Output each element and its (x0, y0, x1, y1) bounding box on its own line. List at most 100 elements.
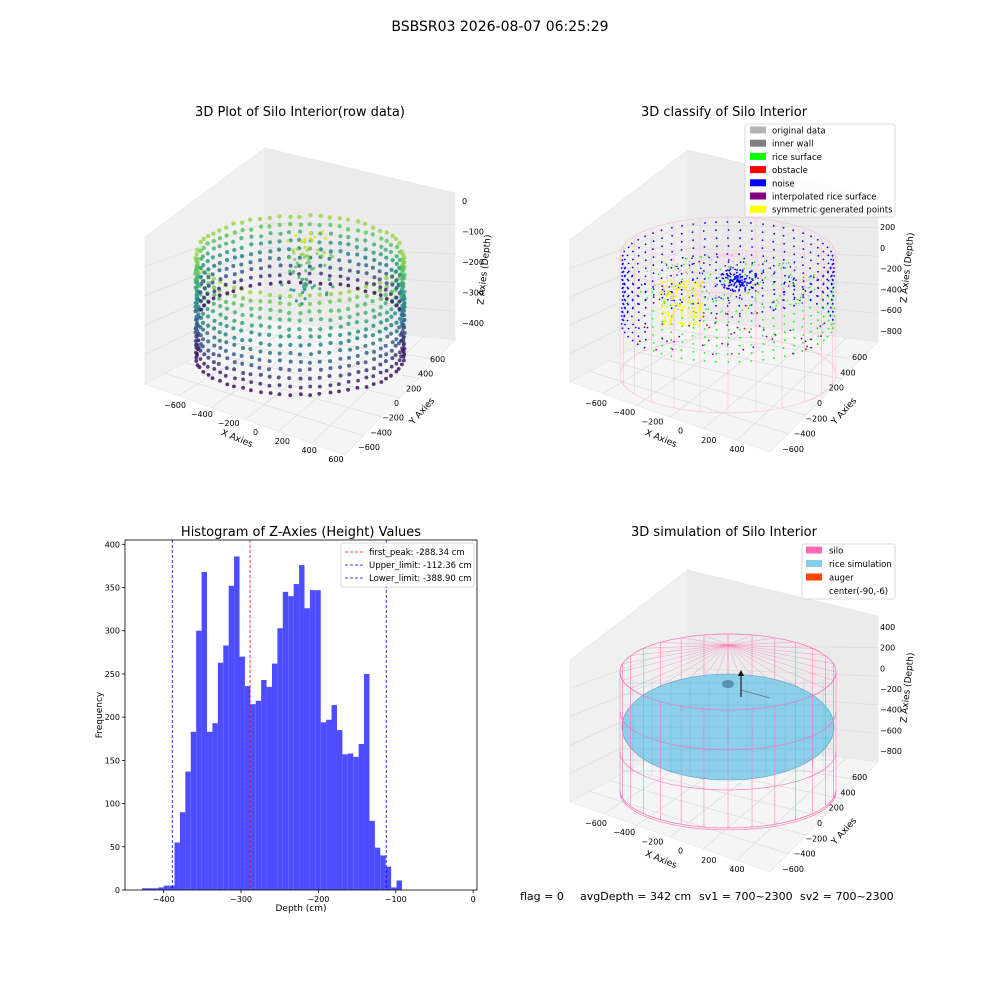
scatter-point (258, 241, 264, 246)
class-point (760, 270, 763, 273)
scatter-point (225, 250, 230, 255)
x-tick-label: −400 (153, 895, 175, 904)
class-point (808, 286, 811, 289)
scatter-point (297, 214, 302, 220)
class-point (784, 331, 786, 334)
class-point (624, 266, 627, 269)
histogram-bar (358, 743, 365, 890)
scatter-point (371, 366, 376, 371)
class-point (833, 307, 836, 309)
class-point (661, 323, 664, 326)
scatter-point (297, 255, 302, 260)
y-tick-label: 600 (852, 773, 867, 782)
scatter-point (224, 233, 229, 238)
class-point (761, 311, 764, 313)
class-point (670, 293, 673, 296)
class-point (757, 291, 759, 294)
scatter-point (377, 277, 382, 282)
class-point (746, 305, 748, 307)
z-tick-label: 200 (880, 644, 895, 653)
class-point (652, 256, 655, 258)
scatter-point (345, 217, 351, 222)
scatter-point (277, 317, 282, 322)
auger-marker (722, 680, 734, 688)
histogram-bar (271, 663, 278, 890)
scatter-point (318, 263, 323, 268)
scatter-point (308, 317, 314, 322)
class-point (758, 325, 761, 327)
class-point (765, 335, 768, 338)
scatter-point (402, 352, 407, 356)
scatter-point (268, 281, 273, 286)
scatter-point (355, 361, 360, 366)
scatter-point (396, 282, 401, 287)
class-point (755, 299, 757, 302)
class-point (714, 360, 717, 363)
class-point (698, 284, 701, 287)
scatter-point (223, 374, 228, 378)
scatter-point (317, 334, 322, 339)
class-point (638, 246, 640, 249)
class-point (820, 335, 822, 337)
scatter-point (370, 225, 376, 230)
panel-raw-z-ticks: 0−100−200−300−400 (462, 197, 484, 328)
class-point (676, 265, 678, 268)
class-point (645, 274, 647, 277)
class-point (772, 309, 775, 311)
scatter-point (232, 247, 237, 253)
class-point (783, 315, 786, 318)
scatter-point (247, 217, 253, 222)
class-point (704, 222, 706, 224)
histogram-bar (320, 722, 327, 890)
class-point (773, 341, 775, 344)
class-point (793, 288, 796, 291)
scatter-point (328, 282, 333, 286)
class-point (751, 262, 754, 264)
class-point (703, 344, 706, 346)
legend-label: center(-90,-6) (829, 587, 888, 597)
scatter-point (217, 244, 222, 249)
scatter-point (355, 329, 361, 334)
scatter-point (218, 321, 223, 326)
class-point (715, 253, 718, 256)
scatter-point (295, 261, 299, 265)
class-point (772, 224, 775, 227)
class-point (722, 298, 724, 301)
class-point (623, 298, 626, 301)
scatter-point (399, 354, 403, 359)
class-point (622, 262, 624, 265)
scatter-point (318, 281, 323, 286)
class-point (735, 310, 737, 313)
scatter-point (201, 311, 206, 316)
scatter-point (210, 309, 216, 314)
scatter-point (362, 221, 368, 227)
histogram-bar (234, 556, 240, 890)
class-point (738, 352, 740, 355)
x-tick-label: −400 (613, 408, 635, 417)
class-point (800, 293, 803, 296)
scatter-point (325, 291, 329, 295)
histogram-bar (223, 645, 229, 890)
scatter-point (338, 324, 343, 329)
histogram-bar (299, 565, 305, 890)
z-tick-label: −200 (880, 265, 902, 274)
class-point (626, 319, 629, 322)
class-point (769, 267, 772, 269)
scatter-point (364, 281, 369, 286)
class-point (646, 326, 649, 329)
class-point (644, 243, 647, 246)
scatter-point (257, 250, 262, 255)
class-point (735, 276, 738, 279)
histogram-bar (163, 885, 170, 890)
class-point (806, 345, 808, 348)
scatter-point (371, 323, 376, 328)
class-point (621, 299, 624, 301)
class-point (792, 293, 795, 296)
scatter-point (390, 282, 395, 287)
scatter-point (298, 343, 303, 348)
class-point (726, 253, 729, 255)
class-point (671, 313, 674, 316)
scatter-point (201, 279, 206, 284)
scatter-point (298, 311, 303, 316)
